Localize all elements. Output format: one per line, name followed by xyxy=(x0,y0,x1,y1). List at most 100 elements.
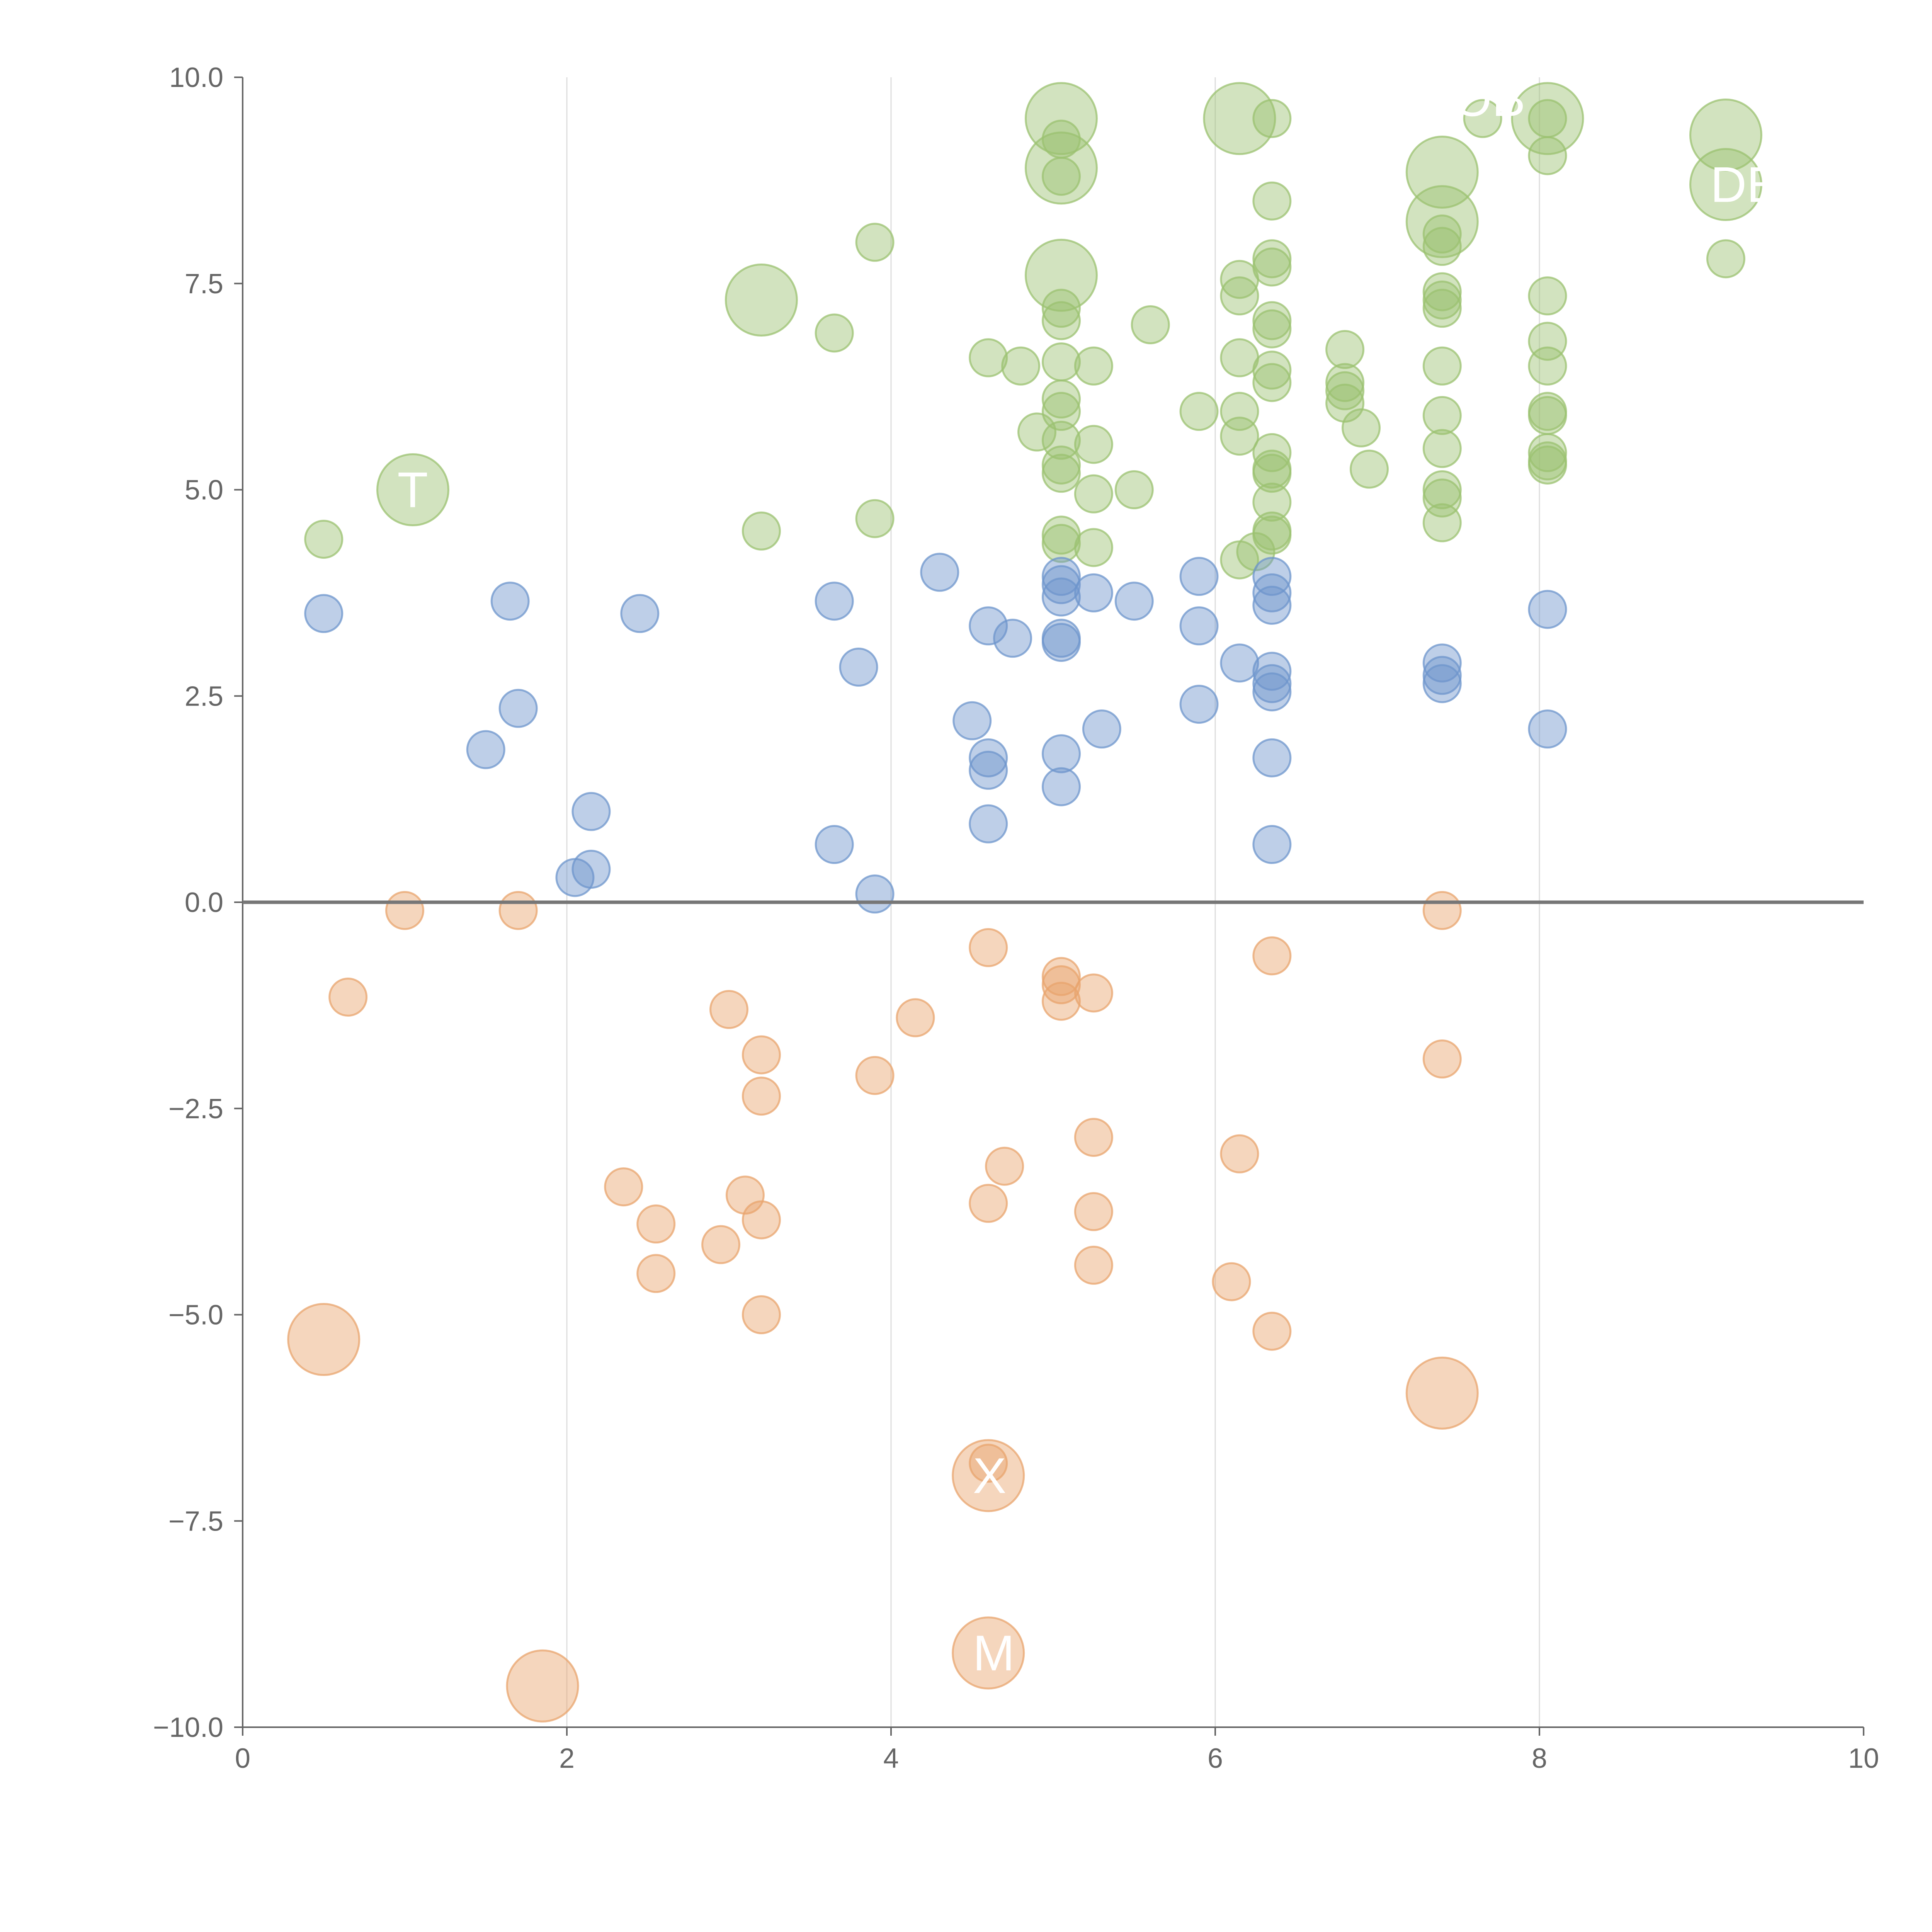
negative-point xyxy=(1212,1262,1251,1301)
y-tick-label: −10.0 xyxy=(153,1712,223,1743)
mid-point xyxy=(1528,709,1567,749)
mid-point xyxy=(1041,734,1081,774)
high-point xyxy=(1528,99,1567,138)
high-point xyxy=(304,520,344,559)
mid-point xyxy=(1252,651,1292,691)
mid-point xyxy=(571,850,611,889)
mid-point xyxy=(1422,656,1462,695)
high-point xyxy=(1252,363,1292,402)
high-point xyxy=(1074,528,1113,567)
high-point xyxy=(1422,227,1462,266)
negative-point xyxy=(328,978,368,1017)
high-point xyxy=(1131,305,1170,344)
negative-point xyxy=(1405,1356,1479,1430)
high-point xyxy=(1252,301,1292,340)
high-point xyxy=(1325,330,1365,369)
x-tick-label: 4 xyxy=(883,1743,899,1774)
x-tick-label: 2 xyxy=(559,1743,575,1774)
point-annotation-label: DE xyxy=(1710,156,1780,213)
high-point xyxy=(1220,276,1259,316)
high-point xyxy=(1422,429,1462,468)
high-point xyxy=(1422,272,1462,311)
mid-point xyxy=(1252,664,1292,703)
high-point xyxy=(1041,342,1081,382)
high-point xyxy=(1024,238,1098,312)
high-point xyxy=(1252,483,1292,522)
negative-point xyxy=(506,1649,579,1723)
mid-point xyxy=(1041,565,1081,604)
mid-point xyxy=(1179,685,1219,724)
negative-point xyxy=(985,1146,1024,1186)
y-tick-label: 10.0 xyxy=(169,62,223,93)
mid-point xyxy=(1041,767,1081,806)
negative-point xyxy=(1422,1039,1462,1079)
mid-point xyxy=(571,792,611,831)
mid-point xyxy=(1528,590,1567,629)
mid-point xyxy=(920,553,959,592)
high-point xyxy=(1706,239,1745,279)
mid-point xyxy=(839,648,878,687)
point-annotation-label: M xyxy=(973,1625,1015,1681)
high-point xyxy=(1463,99,1502,138)
high-point xyxy=(1422,346,1462,386)
negative-point xyxy=(385,891,424,930)
mid-point xyxy=(1252,672,1292,712)
y-tick-label: −7.5 xyxy=(168,1506,223,1537)
y-tick-label: −2.5 xyxy=(168,1094,223,1124)
high-point xyxy=(1024,131,1098,205)
high-point xyxy=(1528,396,1567,435)
negative-point xyxy=(742,1077,781,1116)
mid-point xyxy=(855,874,895,914)
high-point xyxy=(1252,309,1292,349)
mid-point xyxy=(1041,622,1081,662)
high-point xyxy=(1114,470,1154,509)
mid-point xyxy=(1252,825,1292,864)
mid-point xyxy=(1074,573,1113,612)
y-tick-label: −5.0 xyxy=(168,1300,223,1331)
mid-point xyxy=(466,730,505,769)
point-annotation-label: T xyxy=(397,462,428,518)
data-points xyxy=(287,82,1762,1723)
mid-point xyxy=(1041,577,1081,617)
y-tick-label: 5.0 xyxy=(185,475,223,506)
x-tick-label: 8 xyxy=(1532,1743,1547,1774)
mid-point xyxy=(1252,585,1292,625)
negative-point xyxy=(969,928,1008,967)
mid-point xyxy=(1114,582,1154,621)
high-point xyxy=(1511,82,1584,155)
high-point xyxy=(1001,346,1041,386)
high-point xyxy=(1252,515,1292,555)
high-point xyxy=(1422,396,1462,435)
negative-point xyxy=(1252,936,1292,976)
negative-point xyxy=(1074,973,1113,1013)
high-point xyxy=(1252,350,1292,390)
high-point xyxy=(1236,532,1276,571)
high-point xyxy=(724,263,798,337)
negative-point xyxy=(1074,1117,1113,1157)
high-point xyxy=(1074,346,1113,386)
mid-point xyxy=(993,619,1032,658)
mid-point xyxy=(498,689,538,728)
high-point xyxy=(1689,148,1762,221)
negative-point xyxy=(1252,1311,1292,1351)
negative-point xyxy=(969,1184,1008,1223)
high-point xyxy=(1041,301,1081,340)
high-point xyxy=(1041,454,1081,493)
mid-point xyxy=(1220,643,1259,683)
mid-point xyxy=(969,750,1008,790)
high-point xyxy=(1252,99,1292,138)
negative-point xyxy=(636,1254,676,1293)
mid-point xyxy=(1179,606,1219,646)
mid-point xyxy=(304,594,344,633)
mid-point xyxy=(620,594,660,633)
high-point xyxy=(1252,454,1292,493)
mid-point xyxy=(969,804,1008,844)
ticks: 0 2 4 6 8 10 10.0 7.5 5.0 2.5 0.0 −2.5 −5.0 −7.5 −10.0 xyxy=(153,62,1879,1774)
negative-point xyxy=(952,1616,1025,1690)
high-point xyxy=(1074,425,1113,464)
high-point xyxy=(742,511,781,551)
mid-point xyxy=(969,606,1008,646)
mid-point xyxy=(1041,557,1081,596)
negative-point xyxy=(742,1035,781,1075)
